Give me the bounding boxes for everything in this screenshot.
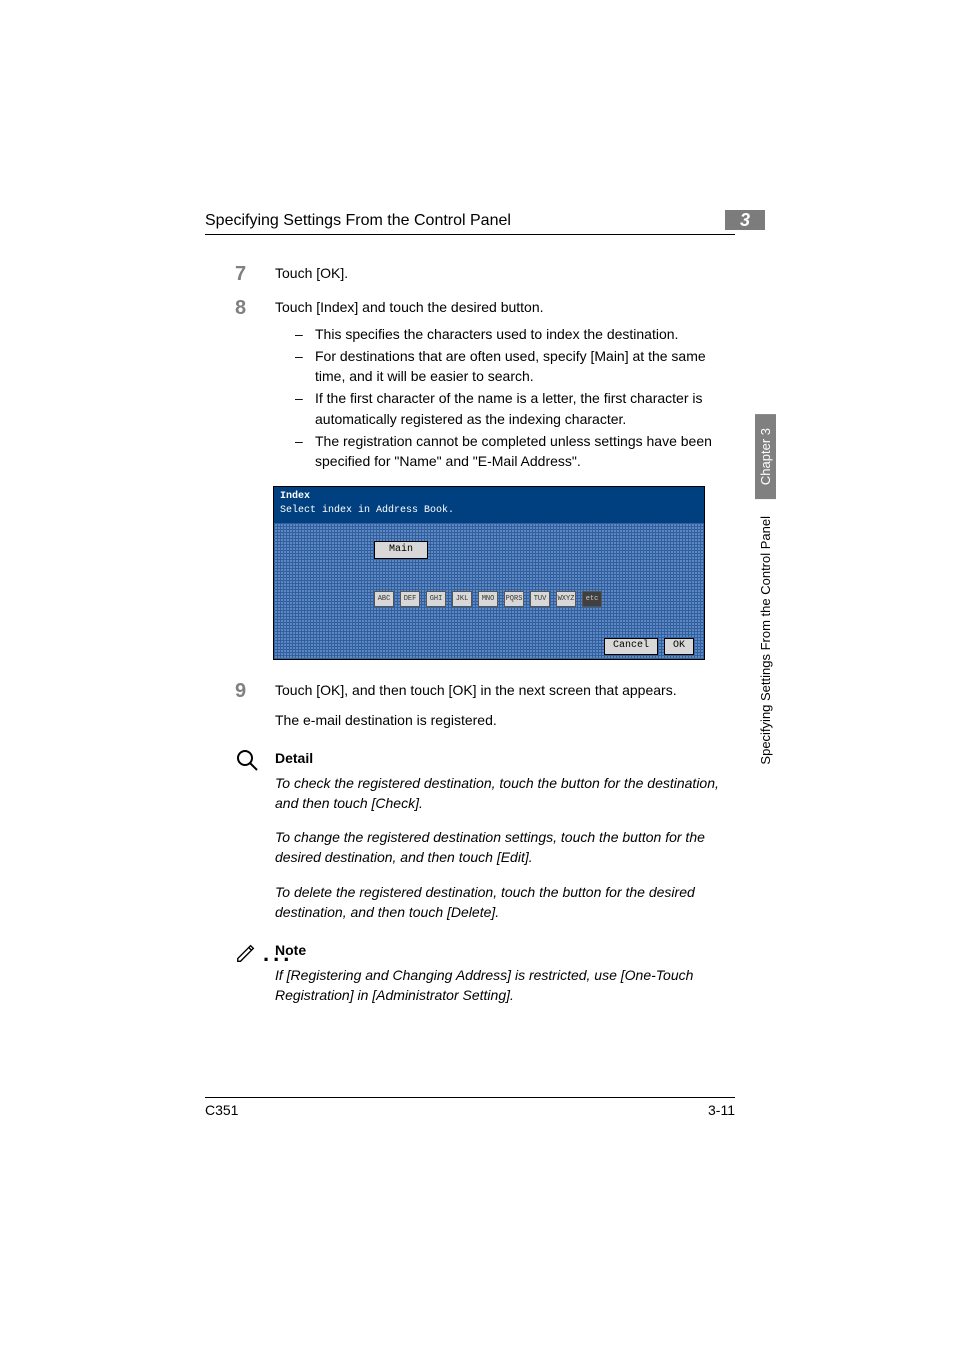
index-key[interactable]: WXYZ <box>556 591 576 607</box>
side-tab-section: Specifying Settings From the Control Pan… <box>755 510 776 771</box>
ellipsis-icon: ... <box>263 938 293 970</box>
index-key[interactable]: DEF <box>400 591 420 607</box>
detail-block: Detail To check the registered destinati… <box>275 748 735 922</box>
screenshot-subtitle: Select index in Address Book. <box>274 504 704 523</box>
index-key[interactable]: PQRS <box>504 591 524 607</box>
step-7: 7 Touch [OK]. <box>275 263 735 283</box>
list-item: For destinations that are often used, sp… <box>295 346 735 387</box>
screenshot-body: Main ABC DEF GHI JKL MNO PQRS TUV WXYZ e… <box>274 523 704 659</box>
step-9: 9 Touch [OK], and then touch [OK] in the… <box>275 680 735 731</box>
detail-paragraph: To check the registered destination, tou… <box>275 773 735 814</box>
page-header: Specifying Settings From the Control Pan… <box>205 212 735 235</box>
side-tab-chapter: Chapter 3 <box>755 414 776 499</box>
index-keys-row: ABC DEF GHI JKL MNO PQRS TUV WXYZ etc <box>374 591 602 607</box>
step-8: 8 Touch [Index] and touch the desired bu… <box>275 297 735 471</box>
step-text: Touch [OK], and then touch [OK] in the n… <box>275 682 677 698</box>
note-block: ... Note If [Registering and Changing Ad… <box>275 940 735 1005</box>
step-number: 8 <box>235 294 246 323</box>
page-footer: C351 3-11 <box>205 1097 735 1118</box>
index-panel-screenshot: Index Select index in Address Book. Main… <box>273 486 705 660</box>
detail-paragraph: To delete the registered destination, to… <box>275 882 735 923</box>
magnifier-icon <box>235 748 259 783</box>
step-followup: The e-mail destination is registered. <box>275 710 735 730</box>
chapter-number-box: 3 <box>725 210 765 230</box>
list-item: This specifies the characters used to in… <box>295 324 735 344</box>
note-paragraph: If [Registering and Changing Address] is… <box>275 965 735 1006</box>
cancel-button[interactable]: Cancel <box>604 638 658 655</box>
step-number: 7 <box>235 260 246 289</box>
note-heading: Note <box>275 940 735 960</box>
index-key[interactable]: TUV <box>530 591 550 607</box>
step-text: Touch [OK]. <box>275 265 348 281</box>
list-item: If the first character of the name is a … <box>295 388 735 429</box>
main-index-button[interactable]: Main <box>374 541 428 560</box>
footer-page-number: 3-11 <box>708 1102 735 1118</box>
index-key[interactable]: GHI <box>426 591 446 607</box>
step-number: 9 <box>235 677 246 706</box>
footer-model: C351 <box>205 1102 238 1118</box>
detail-paragraph: To change the registered destination set… <box>275 827 735 868</box>
step-8-bullets: This specifies the characters used to in… <box>295 324 735 472</box>
index-key[interactable]: MNO <box>478 591 498 607</box>
index-key[interactable]: ABC <box>374 591 394 607</box>
header-title: Specifying Settings From the Control Pan… <box>205 212 511 230</box>
detail-heading: Detail <box>275 748 735 768</box>
index-key-etc[interactable]: etc <box>582 591 602 607</box>
pencil-icon <box>235 940 257 975</box>
screenshot-title: Index <box>274 487 704 505</box>
index-key[interactable]: JKL <box>452 591 472 607</box>
ok-button[interactable]: OK <box>664 638 694 655</box>
list-item: The registration cannot be completed unl… <box>295 431 735 472</box>
step-text: Touch [Index] and touch the desired butt… <box>275 299 544 315</box>
